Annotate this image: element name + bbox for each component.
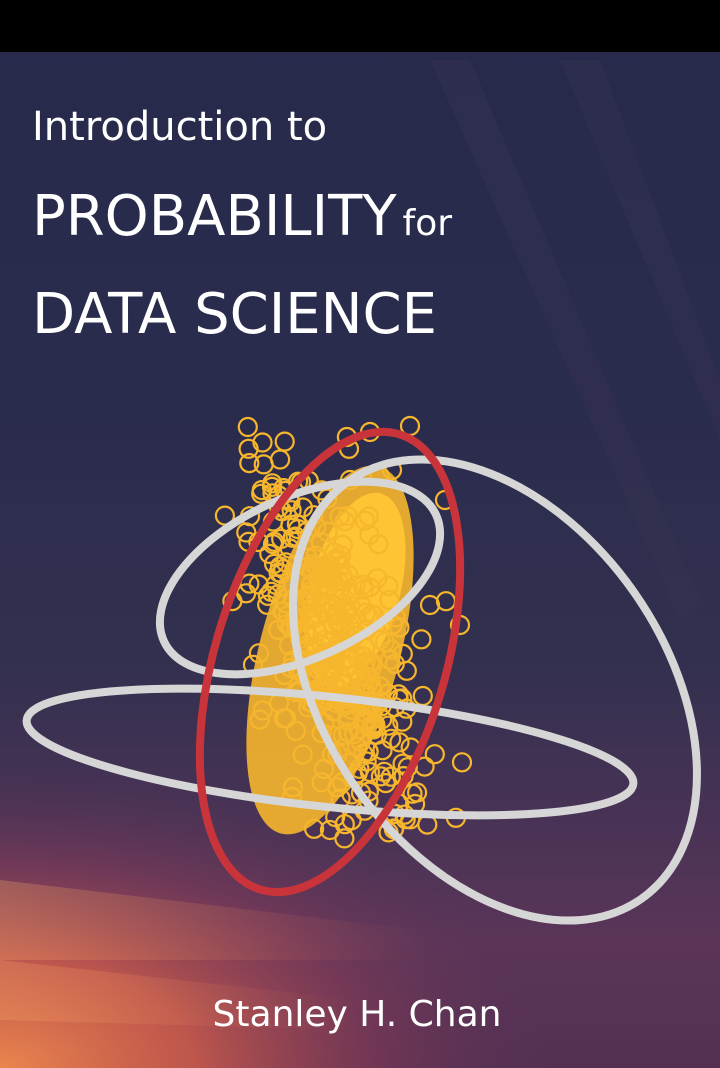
data-point — [248, 643, 269, 664]
data-point — [367, 568, 388, 589]
data-point — [257, 594, 278, 615]
data-point — [355, 659, 376, 681]
data-point — [381, 728, 402, 749]
data-point — [311, 772, 332, 793]
data-point — [375, 772, 396, 794]
data-point — [396, 660, 417, 681]
data-point — [370, 766, 391, 787]
data-point — [451, 752, 473, 773]
data-point — [313, 573, 334, 594]
data-point — [248, 574, 269, 595]
data-point — [370, 676, 391, 697]
data-point — [392, 711, 413, 732]
title-line-data-science: DATA SCIENCE — [32, 282, 437, 347]
title-for-word: for — [402, 203, 453, 244]
data-point — [262, 533, 284, 555]
data-point — [310, 531, 331, 553]
data-point — [252, 432, 273, 453]
data-point — [374, 631, 395, 653]
data-point — [328, 549, 350, 571]
data-point — [353, 579, 374, 600]
data-point — [267, 584, 288, 605]
data-point — [300, 576, 321, 597]
data-point — [281, 500, 302, 521]
data-point — [237, 416, 258, 438]
data-point — [314, 629, 335, 650]
data-point — [334, 511, 355, 532]
data-point — [327, 612, 348, 633]
data-point — [402, 783, 423, 804]
data-point — [332, 534, 353, 556]
top-black-bar — [0, 0, 720, 52]
data-point — [274, 431, 295, 452]
gray-ellipse-flat — [22, 684, 638, 820]
data-point — [270, 449, 291, 470]
data-point — [319, 819, 341, 841]
data-point — [317, 521, 338, 542]
data-point — [389, 617, 410, 638]
data-point — [380, 649, 401, 671]
data-point — [358, 741, 379, 762]
data-point — [374, 761, 395, 782]
data-point — [384, 653, 405, 674]
data-point — [292, 744, 313, 765]
data-point — [358, 506, 379, 527]
gray-ellipse-large — [289, 455, 701, 925]
data-point — [331, 668, 352, 689]
data-point — [368, 534, 389, 555]
data-point — [329, 506, 350, 527]
data-point — [359, 761, 380, 783]
data-point — [340, 595, 361, 616]
data-point — [301, 585, 322, 606]
data-point — [424, 744, 445, 765]
data-point — [412, 685, 433, 707]
data-point — [249, 709, 270, 730]
data-point — [313, 758, 335, 780]
data-point — [269, 556, 291, 577]
data-point — [252, 700, 273, 721]
data-point — [349, 758, 370, 779]
gray-ellipse-small — [155, 477, 445, 679]
data-point — [419, 594, 441, 616]
data-point — [380, 766, 401, 787]
data-point — [354, 510, 375, 531]
data-point — [364, 717, 385, 738]
data-point — [322, 568, 343, 589]
data-point — [337, 648, 358, 670]
data-point — [332, 725, 353, 746]
data-point — [239, 453, 260, 474]
data-point — [285, 720, 306, 741]
data-point — [304, 818, 325, 839]
title-line-introduction: Introduction to — [32, 104, 328, 150]
data-point — [305, 545, 326, 566]
author-name: Stanley H. Chan — [212, 994, 502, 1035]
data-point — [341, 584, 362, 605]
title-probability-word: PROBABILITY — [32, 184, 397, 249]
data-point — [301, 590, 322, 611]
data-point — [273, 708, 294, 729]
data-point — [411, 629, 432, 650]
red-ellipse — [195, 427, 465, 897]
data-point — [301, 597, 323, 619]
title-line-probability: PROBABILITY for — [32, 184, 452, 249]
data-point — [347, 736, 368, 758]
data-point — [379, 589, 400, 611]
data-point — [261, 476, 283, 497]
data-point — [282, 777, 303, 798]
data-point — [259, 543, 280, 565]
data-point — [236, 583, 257, 604]
data-point — [317, 488, 338, 509]
